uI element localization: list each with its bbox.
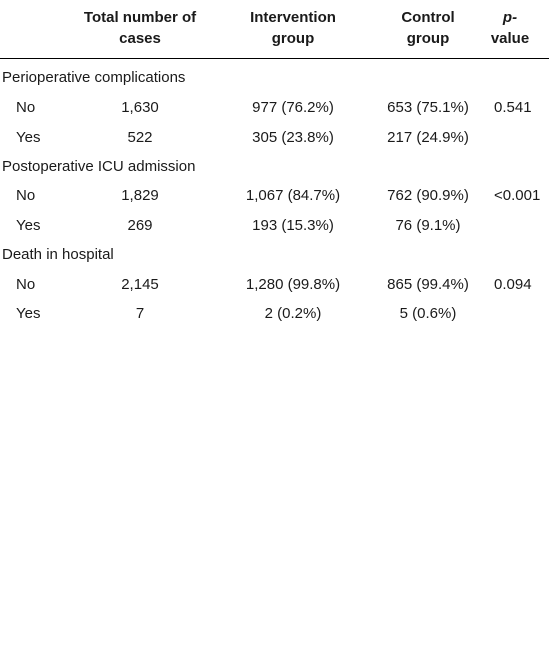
section-title-perioperative: Perioperative complications (2, 69, 186, 86)
header-control-line1: Control (401, 9, 455, 26)
cell-control: 762 (90.9%) (387, 187, 469, 204)
cell-intervention: 977 (76.2%) (252, 99, 334, 116)
cell-control: 5 (0.6%) (399, 305, 457, 322)
row-label: Yes (16, 129, 41, 146)
cell-total: 522 (127, 129, 153, 146)
header-p-line2: value (490, 30, 530, 47)
row-label: No (16, 276, 36, 293)
cell-p-value: <0.001 (494, 187, 541, 204)
cell-total: 1,829 (121, 187, 159, 204)
header-p-line1: p- (502, 9, 518, 26)
row-label: Yes (16, 305, 41, 322)
cell-control: 865 (99.4%) (387, 276, 469, 293)
row-label: No (16, 99, 36, 116)
header-intervention-group: Intervention group (233, 7, 353, 49)
table-row: Yes 269 193 (15.3%) 76 (9.1%) (0, 217, 549, 241)
table-row: Yes 522 305 (23.8%) 217 (24.9%) (0, 129, 549, 153)
table-row: No 2,145 1,280 (99.8%) 865 (99.4%) 0.094 (0, 276, 549, 300)
row-label: Yes (16, 217, 41, 234)
results-table: Total number of cases Intervention group… (0, 0, 549, 322)
cell-total: 1,630 (121, 99, 159, 116)
table-row: No 1,630 977 (76.2%) 653 (75.1%) 0.541 (0, 99, 549, 123)
cell-intervention: 193 (15.3%) (252, 217, 334, 234)
header-total-cases: Total number of cases (60, 7, 220, 49)
header-total-line2: cases (119, 30, 161, 47)
cell-intervention: 2 (0.2%) (264, 305, 322, 322)
row-label: No (16, 187, 36, 204)
cell-control: 217 (24.9%) (387, 129, 469, 146)
cell-total: 269 (127, 217, 153, 234)
table-row: No 1,829 1,067 (84.7%) 762 (90.9%) <0.00… (0, 187, 549, 211)
cell-total: 2,145 (121, 276, 159, 293)
cell-p-value: 0.094 (494, 276, 532, 293)
table-row: Yes 7 2 (0.2%) 5 (0.6%) (0, 305, 549, 329)
table-header: Total number of cases Intervention group… (0, 0, 549, 59)
cell-control: 76 (9.1%) (395, 217, 461, 234)
cell-total: 7 (135, 305, 145, 322)
header-control-line2: group (406, 30, 450, 47)
section-title-death: Death in hospital (2, 246, 114, 263)
header-intervention-line2: group (271, 30, 315, 47)
cell-intervention: 1,067 (84.7%) (245, 187, 341, 204)
header-intervention-line1: Intervention (250, 9, 336, 26)
header-total-line1: Total number of (83, 9, 197, 26)
cell-control: 653 (75.1%) (387, 99, 469, 116)
cell-intervention: 305 (23.8%) (252, 129, 334, 146)
section-title-icu: Postoperative ICU admission (2, 158, 196, 175)
header-control-group: Control group (368, 7, 488, 49)
cell-p-value: 0.541 (494, 99, 532, 116)
header-p-value: p- value (490, 7, 530, 49)
cell-intervention: 1,280 (99.8%) (245, 276, 341, 293)
